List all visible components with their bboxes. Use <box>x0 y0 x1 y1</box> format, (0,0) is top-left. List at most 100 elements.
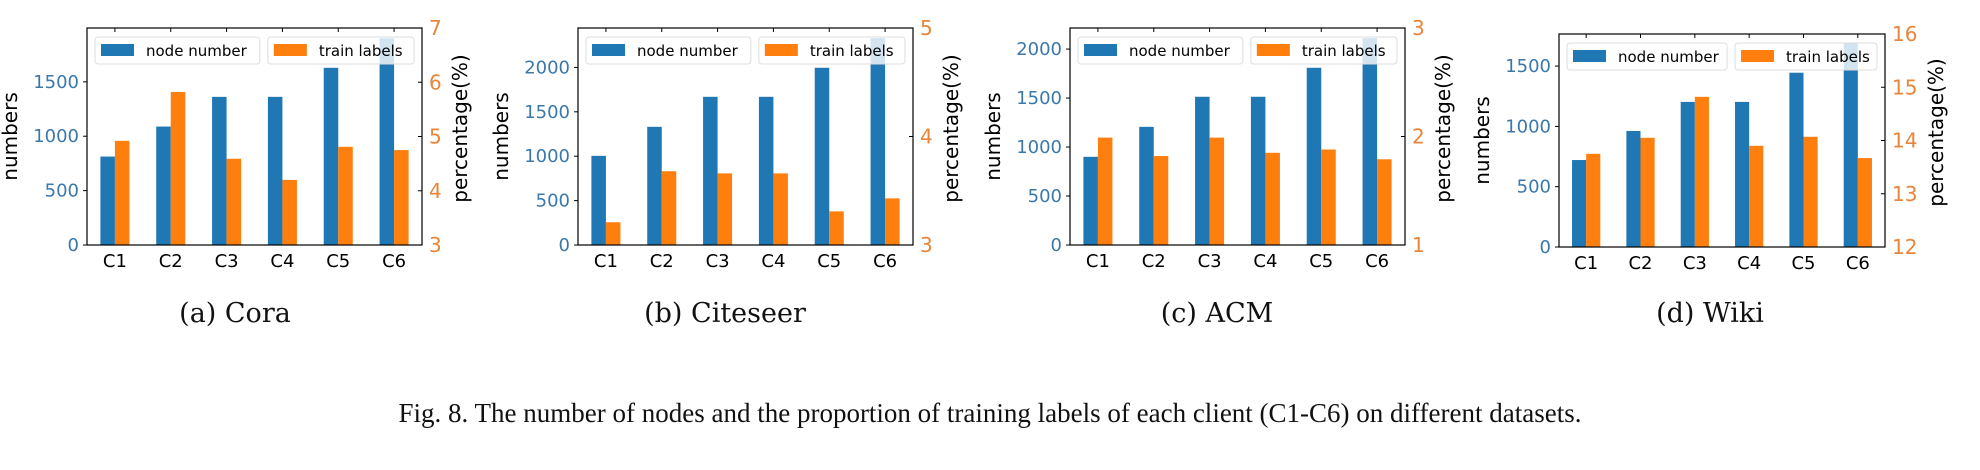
y2-axis-label: percentage(%) <box>448 54 472 202</box>
train-labels-bar-C1 <box>1097 137 1113 245</box>
y-tick-label: 500 <box>45 181 79 202</box>
y2-axis-label: percentage(%) <box>1924 58 1948 206</box>
x-tick-label: C5 <box>1791 253 1815 274</box>
legend-swatch-train-labels <box>1741 50 1775 62</box>
y2-tick-label: 2 <box>1412 125 1425 149</box>
y-tick-label: 0 <box>1540 237 1551 258</box>
node-number-bar-C5 <box>814 67 830 246</box>
subfigure-caption: (b) Citeseer <box>644 298 806 329</box>
node-number-bar-C6 <box>870 38 886 245</box>
legend-swatch-node-number <box>101 44 134 56</box>
x-tick-label: C5 <box>817 251 841 272</box>
y-axis-label: numbers <box>981 92 1005 180</box>
train-labels-bar-C4 <box>1265 152 1280 245</box>
legend-box <box>1250 36 1398 65</box>
y2-tick-label: 15 <box>1892 75 1917 99</box>
node-number-bar-C5 <box>1306 67 1322 245</box>
node-number-bar-C1 <box>1083 156 1098 245</box>
y-axis-label: numbers <box>489 92 513 180</box>
node-number-bar-C2 <box>156 126 171 245</box>
train-labels-bar-C5 <box>829 211 844 245</box>
y2-tick-label: 3 <box>429 233 442 257</box>
node-number-bar-C4 <box>758 96 774 246</box>
node-number-bar-C3 <box>212 96 227 245</box>
chart-panel-1: node number train labels C1 C2 C3 C4 C5 C6 0 500 1… <box>0 16 472 329</box>
train-labels-bar-C3 <box>1209 137 1225 245</box>
y2-tick-label: 3 <box>1412 16 1425 40</box>
legend-box <box>94 36 261 65</box>
node-number-bar-C6 <box>379 38 395 246</box>
legend: node number train labels <box>585 36 906 65</box>
x-tick-label: C4 <box>270 251 294 272</box>
legend-box <box>1077 36 1244 65</box>
legend-box <box>1566 42 1728 71</box>
legend-label-train-labels: train labels <box>1302 42 1386 60</box>
figure-caption: Fig. 8. The number of nodes and the prop… <box>398 398 1582 428</box>
train-labels-bar-C4 <box>773 173 788 245</box>
train-labels-bar-C6 <box>885 198 900 245</box>
y-tick-label: 500 <box>1028 186 1062 207</box>
watermark <box>1566 336 1946 388</box>
node-number-bar-C4 <box>1735 101 1750 248</box>
node-number-bar-C2 <box>1626 130 1641 247</box>
x-tick-label: C3 <box>215 251 239 272</box>
y2-tick-label: 5 <box>429 125 442 149</box>
y2-tick-label: 12 <box>1892 235 1917 259</box>
y-tick-label: 1000 <box>33 126 79 147</box>
train-labels-bar-C2 <box>170 92 186 245</box>
subfigure-caption: (c) ACM <box>1161 298 1274 329</box>
node-number-bar-C4 <box>1250 96 1266 246</box>
y2-tick-label: 14 <box>1892 129 1917 153</box>
node-number-bar-C6 <box>1843 43 1858 247</box>
y-axis-label: numbers <box>0 92 22 180</box>
legend: node number train labels <box>1566 42 1878 71</box>
x-tick-label: C4 <box>1737 253 1761 274</box>
train-labels-bar-C1 <box>114 140 130 245</box>
legend: node number train labels <box>94 36 415 65</box>
node-number-bar-C6 <box>1362 38 1378 245</box>
legend-box <box>1734 42 1878 71</box>
chart-panel-4: node number train labels C1 C2 C3 C4 C5 C6 0 500 1… <box>1470 22 1948 329</box>
y-tick-label: 0 <box>1051 235 1062 256</box>
y-tick-label: 0 <box>559 235 570 256</box>
train-labels-bar-C1 <box>1586 153 1601 247</box>
x-tick-label: C2 <box>1142 251 1166 272</box>
y-tick-label: 1500 <box>1016 88 1062 109</box>
legend-swatch-node-number <box>1573 50 1606 62</box>
legend-label-node-number: node number <box>146 42 248 60</box>
train-labels-bar-C2 <box>1640 137 1655 247</box>
y2-tick-label: 3 <box>920 233 933 257</box>
legend-swatch-train-labels <box>273 44 307 56</box>
y2-tick-label: 13 <box>1892 182 1917 206</box>
node-number-bar-C1 <box>100 156 115 245</box>
legend-label-train-labels: train labels <box>1786 48 1870 66</box>
legend-swatch-node-number <box>1084 44 1117 56</box>
node-number-bar-C2 <box>1139 126 1154 245</box>
y2-tick-label: 1 <box>1412 233 1425 257</box>
train-labels-bar-C5 <box>1321 149 1336 245</box>
train-labels-bar-C5 <box>338 146 353 245</box>
legend-box <box>585 36 752 65</box>
node-number-bar-C3 <box>1680 101 1695 248</box>
train-labels-bar-C3 <box>1694 96 1709 248</box>
node-number-bar-C3 <box>703 96 718 246</box>
train-labels-bar-C2 <box>1153 156 1169 245</box>
y2-axis-label: percentage(%) <box>1431 54 1455 202</box>
y2-axis-label: percentage(%) <box>939 54 963 202</box>
node-number-bar-C5 <box>1789 72 1804 247</box>
node-number-bar-C4 <box>267 96 283 245</box>
legend-box <box>267 36 415 65</box>
train-labels-bar-C2 <box>661 171 677 245</box>
x-tick-label: C3 <box>1198 251 1222 272</box>
x-tick-label: C3 <box>1683 253 1707 274</box>
y2-tick-label: 4 <box>920 125 933 149</box>
legend-label-node-number: node number <box>1618 48 1720 66</box>
x-tick-label: C2 <box>1628 253 1652 274</box>
y-tick-label: 2000 <box>1016 39 1062 60</box>
x-tick-label: C6 <box>873 251 897 272</box>
subfigure-caption: (a) Cora <box>179 298 291 329</box>
x-tick-label: C2 <box>650 251 674 272</box>
x-tick-label: C6 <box>1365 251 1389 272</box>
x-tick-label: C6 <box>382 251 406 272</box>
